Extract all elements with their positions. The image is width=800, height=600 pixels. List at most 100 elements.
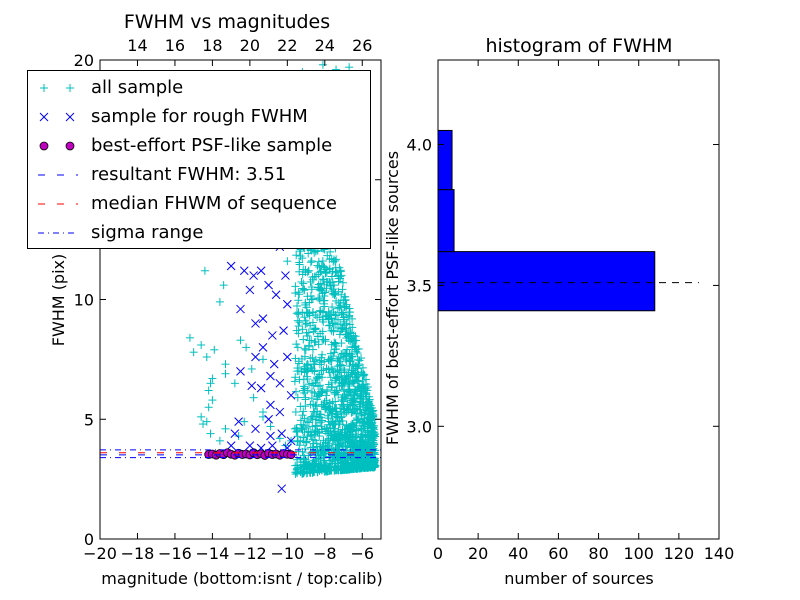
all-sample-point	[317, 422, 326, 431]
all-sample-point	[328, 397, 337, 406]
all-sample-point	[296, 436, 305, 445]
all-sample-point	[333, 465, 342, 474]
all-sample-point	[349, 337, 358, 346]
all-sample-point	[319, 262, 328, 271]
all-sample-point	[294, 296, 303, 305]
top-tick-label: 24	[315, 36, 335, 55]
x-tick-label: −14	[196, 544, 230, 563]
rough-sample-point	[275, 407, 285, 417]
all-sample-point	[357, 368, 366, 377]
all-sample-point	[298, 284, 307, 293]
all-sample-point	[307, 283, 316, 292]
all-sample-point	[327, 272, 336, 281]
all-sample-point	[200, 266, 209, 275]
x-tick-label: 60	[548, 544, 568, 563]
all-sample-point	[344, 386, 353, 395]
top-tick-label: 26	[352, 36, 372, 55]
x-tick-label: 20	[468, 544, 488, 563]
all-sample-point	[296, 463, 305, 472]
all-sample-point	[340, 292, 349, 301]
all-sample-point	[340, 465, 349, 474]
all-sample-point	[290, 424, 299, 433]
all-sample-point	[328, 456, 337, 465]
all-sample-point	[343, 459, 352, 468]
all-sample-point	[202, 417, 211, 426]
dashdot-line-icon	[38, 232, 78, 234]
scatter-x-ticks: −20 −18 −16 −14 −12 −10 −8 −6	[83, 533, 374, 563]
all-sample-point	[339, 385, 348, 394]
all-sample-point	[337, 339, 346, 348]
all-sample-point	[302, 437, 311, 446]
all-sample-point	[324, 380, 333, 389]
all-sample-point	[294, 447, 303, 456]
rough-sample-point	[271, 290, 281, 300]
rough-sample-point	[247, 381, 257, 391]
all-sample-point	[311, 325, 320, 334]
x-tick-label: −10	[270, 544, 304, 563]
all-sample-point	[312, 457, 321, 466]
x-tick-label: −20	[83, 544, 117, 563]
all-sample-point	[344, 312, 353, 321]
all-sample-point	[221, 360, 230, 369]
all-sample-point	[337, 361, 346, 370]
all-sample-point	[345, 308, 354, 317]
all-sample-point	[334, 427, 343, 436]
legend-label: resultant FWHM: 3.51	[91, 164, 287, 185]
all-sample-point	[309, 381, 318, 390]
all-sample-point	[307, 336, 316, 345]
all-sample-point	[329, 424, 338, 433]
all-sample-point	[317, 358, 326, 367]
all-sample-point	[291, 407, 300, 416]
legend-label: all sample	[91, 77, 184, 98]
all-sample-point	[300, 428, 309, 437]
all-sample-point	[307, 364, 316, 373]
all-sample-point	[291, 289, 300, 298]
all-sample-point	[355, 356, 364, 365]
scatter-title: FWHM vs magnitudes	[124, 11, 330, 33]
all-sample-point	[298, 308, 307, 317]
all-sample-point	[322, 364, 331, 373]
all-sample-point	[306, 277, 315, 286]
all-sample-point	[348, 314, 357, 323]
all-sample-point	[347, 442, 356, 451]
all-sample-point	[335, 416, 344, 425]
rough-sample-point	[286, 390, 296, 400]
rough-sample-point	[251, 352, 260, 362]
x-tick-label: −18	[121, 544, 155, 563]
all-sample-point	[303, 468, 312, 477]
all-sample-point	[357, 394, 366, 403]
all-sample-point	[365, 392, 374, 401]
all-sample-point	[349, 366, 358, 375]
all-sample-point	[307, 462, 316, 471]
all-sample-point	[309, 327, 318, 336]
all-sample-point	[304, 266, 313, 275]
rough-sample-point	[266, 431, 275, 441]
all-sample-point	[333, 434, 342, 443]
x-tick-label: −6	[350, 544, 374, 563]
all-sample-point	[293, 316, 302, 325]
all-sample-point	[364, 420, 373, 429]
all-sample-point	[242, 343, 251, 352]
all-sample-point	[333, 356, 342, 365]
all-sample-point	[330, 289, 339, 298]
all-sample-point	[315, 356, 324, 365]
all-sample-point	[349, 394, 358, 403]
rough-sample-point	[236, 304, 245, 314]
all-sample-point	[300, 384, 309, 393]
all-sample-point	[331, 440, 340, 449]
all-sample-point	[354, 382, 363, 391]
all-sample-point	[333, 449, 342, 458]
all-sample-point	[334, 324, 343, 333]
all-sample-point	[305, 342, 314, 351]
all-sample-point	[359, 419, 368, 428]
x-tick-label: −16	[158, 544, 192, 563]
rough-sample-point	[256, 383, 266, 393]
all-sample-point	[303, 375, 312, 384]
all-sample-point	[337, 373, 346, 382]
all-sample-point	[302, 461, 311, 470]
rough-sample-point	[266, 400, 275, 410]
all-sample-point	[337, 290, 346, 299]
rough-sample-point	[258, 314, 268, 324]
all-sample-point	[311, 337, 320, 346]
all-sample-point	[351, 387, 360, 396]
